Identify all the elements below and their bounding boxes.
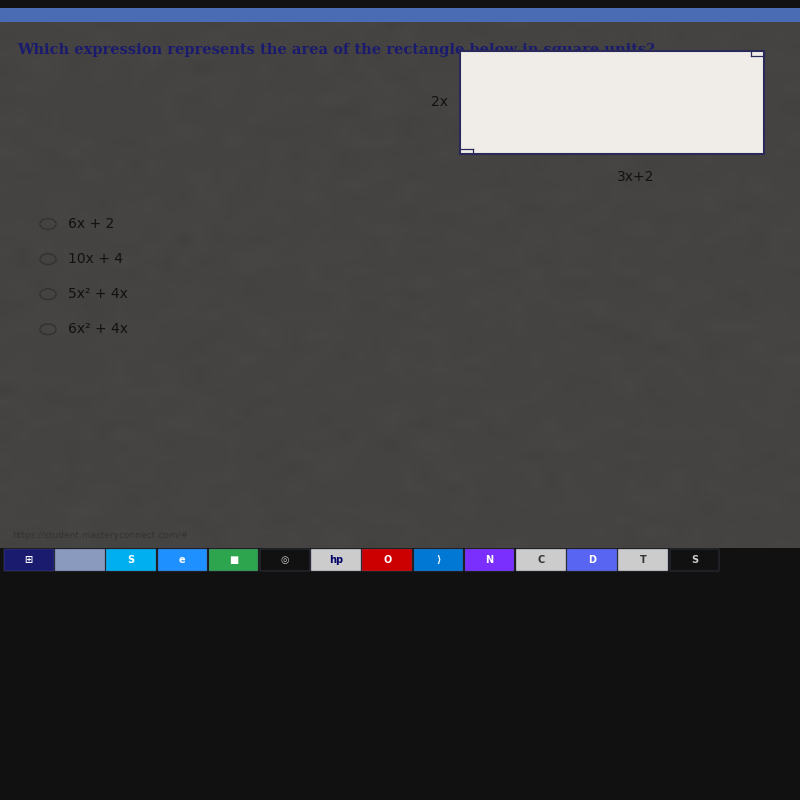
Text: ⊞: ⊞: [25, 555, 33, 565]
Bar: [311, 549, 361, 571]
Bar: [465, 549, 514, 571]
Bar: [55, 549, 105, 571]
Text: hp: hp: [329, 555, 343, 565]
Bar: [362, 549, 412, 571]
Text: N: N: [486, 555, 494, 565]
Text: 2x: 2x: [431, 95, 448, 110]
Text: e: e: [179, 555, 186, 565]
Text: Which expression represents the area of the rectangle below in square units?: Which expression represents the area of …: [18, 43, 655, 57]
Text: ⟩: ⟩: [436, 555, 441, 565]
Text: ◎: ◎: [281, 555, 289, 565]
Text: S: S: [128, 555, 134, 565]
Text: C: C: [537, 555, 545, 565]
Bar: [158, 549, 207, 571]
Bar: [260, 549, 310, 571]
Bar: [670, 549, 719, 571]
Bar: [4, 549, 54, 571]
Text: O: O: [383, 555, 391, 565]
Bar: [209, 549, 258, 571]
Bar: [567, 549, 617, 571]
Text: S: S: [691, 555, 698, 565]
Bar: [460, 51, 764, 154]
Text: D: D: [588, 555, 596, 565]
Bar: [618, 549, 668, 571]
Text: 6x² + 4x: 6x² + 4x: [68, 322, 128, 336]
Text: 10x + 4: 10x + 4: [68, 252, 123, 266]
Text: T: T: [640, 555, 646, 565]
Bar: [414, 549, 463, 571]
Text: https://student.masteryconnect.com/#: https://student.masteryconnect.com/#: [12, 531, 188, 540]
Bar: [106, 549, 156, 571]
Text: 5x² + 4x: 5x² + 4x: [68, 287, 128, 302]
Text: 6x + 2: 6x + 2: [68, 217, 114, 231]
Bar: [0, 8, 800, 22]
Text: 3x+2: 3x+2: [618, 170, 654, 184]
Bar: [516, 549, 566, 571]
Text: ■: ■: [229, 555, 238, 565]
